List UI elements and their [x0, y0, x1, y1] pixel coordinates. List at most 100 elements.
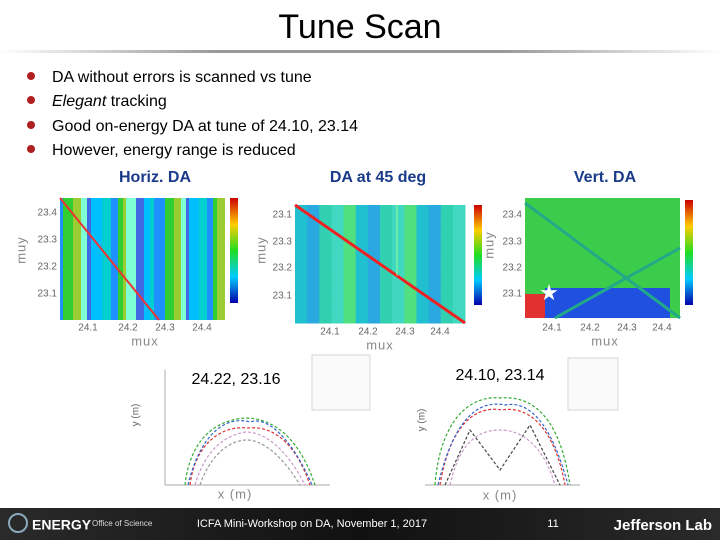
heatmap-cell [355, 244, 369, 255]
heatmap-cell [355, 205, 369, 216]
heatmap-cell [307, 303, 320, 314]
heatmap-cell [355, 234, 369, 245]
heatmap-cell [319, 205, 332, 216]
bullet: However, energy range is reduced [52, 142, 296, 159]
heatmap-cell [343, 283, 357, 294]
heatmap-cell [307, 214, 320, 226]
heatmap-cell [355, 293, 369, 304]
heatmap-low [525, 294, 545, 318]
bullet-dot [27, 96, 35, 104]
heatmap-cell [319, 244, 332, 255]
heatmap-ticks: 23.4 23.3 23.2 23.1 24.1 24.2 24.3 24.4 mux muy 23… [13, 208, 672, 353]
heatmap-cell [380, 205, 393, 216]
heatmap-cell [367, 224, 381, 235]
heatmap-cell [319, 313, 332, 324]
heatmap-horiz [59, 197, 225, 321]
heatmap-cell [452, 205, 466, 216]
heatmap-cell [307, 264, 320, 275]
plot-label: 24.22, 23.16 [192, 371, 281, 388]
heatmap-cell [380, 293, 393, 304]
heatmap-cell [404, 205, 417, 216]
heatmap-cell [307, 273, 320, 285]
heatmap-cell [319, 264, 332, 275]
tracking-plot-left [164, 354, 371, 486]
heatmap-cell [392, 244, 405, 255]
bullet-dot [27, 121, 35, 129]
heatmap-cell [404, 234, 417, 245]
heatmap-cell [440, 264, 454, 275]
heatmap-cell [452, 214, 466, 226]
heatmap-cell [295, 234, 308, 245]
heatmap-stripe [165, 198, 174, 320]
heatmap-cell [404, 283, 417, 294]
heatmap-diagonal [554, 246, 681, 320]
colorbar [230, 198, 238, 303]
heatmap-cell [319, 254, 332, 265]
heatmap-cell [380, 254, 393, 265]
heatmap-cell [392, 303, 405, 314]
heatmap-stripe [136, 198, 144, 320]
heatmap-cell [440, 244, 454, 255]
heatmap-cell [295, 264, 308, 275]
heatmap-cell [440, 205, 454, 216]
doe-seal [8, 513, 28, 533]
heatmap-cell [355, 214, 369, 226]
heatmap-cell [416, 303, 430, 314]
panel-label: DA at 45 deg [330, 169, 426, 186]
heatmap-cell [331, 303, 345, 314]
heatmap-cell [319, 224, 332, 235]
heatmap-cell [416, 273, 430, 285]
heatmap-cell [295, 283, 308, 294]
heatmap-cell [428, 224, 442, 235]
heatmap-cell [343, 205, 357, 216]
heatmap-cell [319, 283, 332, 294]
y-axis-label: y (m) [131, 404, 142, 427]
heatmap-cell [319, 303, 332, 314]
x-axis-label: x (m) [483, 487, 518, 502]
x-tick-label: 24.4 [192, 323, 212, 334]
heatmap-cell [416, 234, 430, 245]
heatmap-stripe [102, 198, 111, 320]
x-tick-label: 24.1 [320, 327, 340, 338]
heatmap-cell [416, 244, 430, 255]
footer-logo: ENERGY [32, 517, 92, 533]
panel-labels: Horiz. DA DA at 45 deg Vert. DA [119, 169, 637, 186]
y-tick-label: 23.2 [503, 263, 523, 274]
heatmap-cell [295, 293, 308, 304]
heatmap-cell [404, 303, 417, 314]
heatmap-cell [416, 205, 430, 216]
heatmap-cell [295, 313, 308, 324]
heatmap-stripe [91, 198, 102, 320]
footer-logo-right: Jefferson Lab [614, 517, 712, 534]
heatmap-cell [367, 283, 381, 294]
heatmap-stripe [118, 198, 123, 320]
heatmap-cell [307, 224, 320, 235]
panel-label: Vert. DA [574, 169, 637, 186]
heatmap-cell [392, 214, 405, 226]
footer-office: Office of Science [92, 519, 153, 528]
heatmap-cell [380, 234, 393, 245]
heatmap-stripe [207, 198, 213, 320]
heatmap-cell [367, 214, 381, 226]
heatmap-cell [343, 313, 357, 324]
heatmap-cell [416, 313, 430, 324]
heatmap-cell [331, 254, 345, 265]
heatmap-cell [392, 283, 405, 294]
heatmap-stripe [174, 198, 181, 320]
title: Tune Scan [278, 8, 441, 46]
heatmap-cell [367, 244, 381, 255]
heatmap-cell [416, 224, 430, 235]
heatmap-cell [392, 273, 405, 285]
heatmap-cell [295, 244, 308, 255]
heatmap-diagonal [59, 197, 160, 321]
heatmap-cell [404, 254, 417, 265]
heatmap-stripe [111, 198, 118, 320]
heatmap-cell [343, 273, 357, 285]
heatmap-stripe [217, 198, 225, 320]
y-tick-label: 23.1 [38, 289, 58, 300]
heatmap-cell [380, 303, 393, 314]
x-tick-label: 24.2 [118, 323, 138, 334]
y-tick-label: 23.4 [503, 210, 523, 221]
heatmap-cell [331, 264, 345, 275]
